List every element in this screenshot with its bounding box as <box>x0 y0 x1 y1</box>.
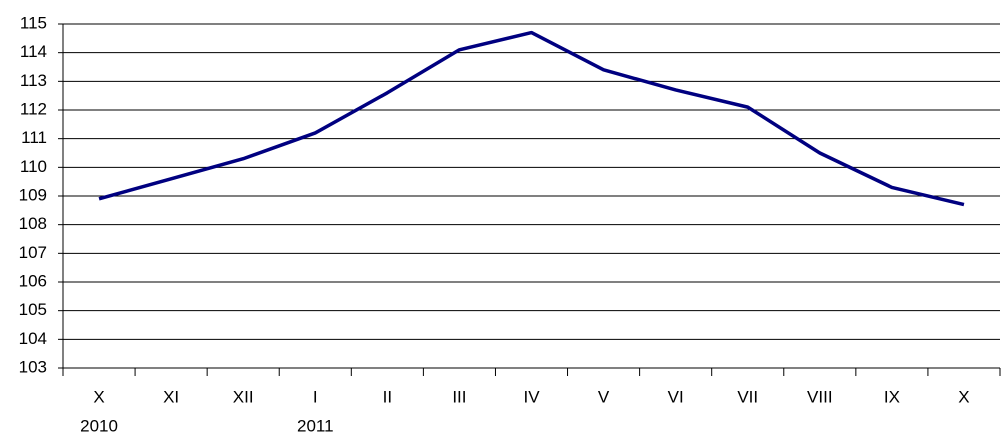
y-tick-label: 113 <box>20 71 47 90</box>
x-tick-label: VII <box>737 387 758 406</box>
x-tick-label: V <box>598 387 610 406</box>
y-tick-label: 112 <box>20 99 47 118</box>
y-tick-label: 105 <box>19 300 47 319</box>
year-label: 2010 <box>80 416 118 434</box>
x-tick-label: I <box>313 387 318 406</box>
line-series <box>98 30 965 207</box>
y-tick-label: 108 <box>19 214 47 233</box>
x-tick-label: II <box>383 387 392 406</box>
y-tick-label: 104 <box>19 329 47 348</box>
x-tick-label: IX <box>884 387 900 406</box>
y-tick-label: 111 <box>21 128 47 147</box>
x-tick-label: X <box>958 387 969 406</box>
year-label: 2011 <box>297 416 334 434</box>
x-tick-label: X <box>93 387 104 406</box>
x-tick-label: XI <box>163 387 179 406</box>
x-tick-label: III <box>452 387 466 406</box>
x-tick-label: VI <box>668 387 684 406</box>
y-tick-label: 107 <box>19 243 47 262</box>
y-tick-label: 115 <box>20 13 47 32</box>
y-tick-label: 114 <box>20 42 47 61</box>
y-tick-label: 110 <box>20 157 47 176</box>
y-tick-label: 106 <box>19 271 47 290</box>
y-tick-label: 103 <box>19 357 47 376</box>
x-tick-label: VIII <box>807 387 833 406</box>
y-tick-label: 109 <box>19 185 47 204</box>
x-tick-label: IV <box>523 387 540 406</box>
x-tick-label: XII <box>233 387 254 406</box>
